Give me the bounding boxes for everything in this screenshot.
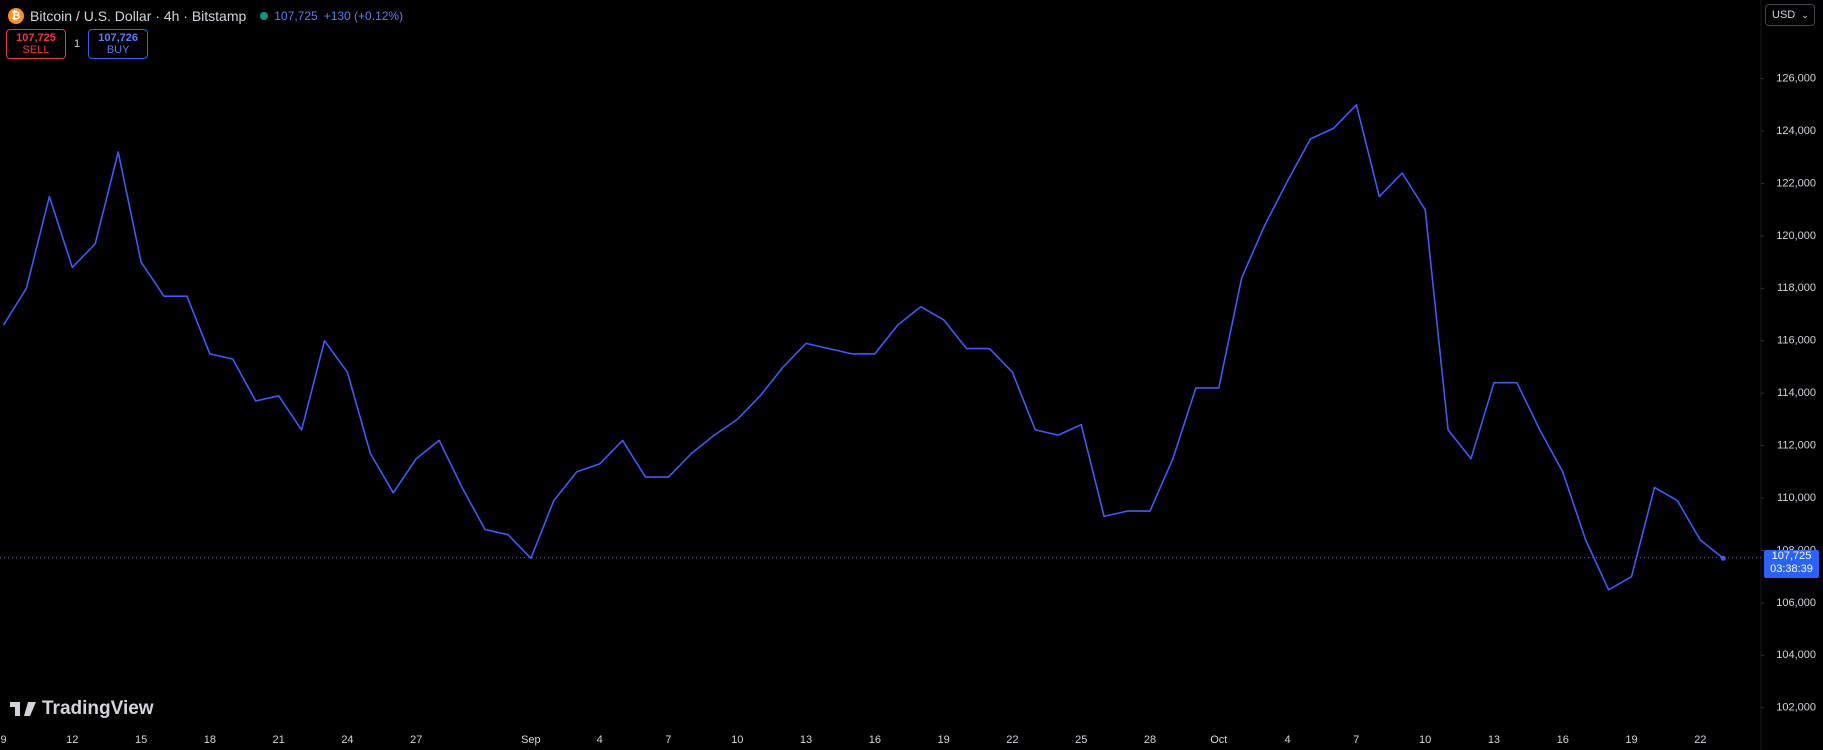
x-tick-label: 19: [1625, 734, 1637, 746]
price-line: [2, 104, 1724, 591]
x-tick-label: Sep: [521, 734, 541, 746]
currency-select[interactable]: USD ⌄: [1765, 4, 1815, 26]
x-tick-label: 13: [1488, 734, 1500, 746]
y-tick-label: 102,000: [1776, 702, 1816, 714]
x-tick-label: 4: [1285, 734, 1291, 746]
x-tick-label: 18: [204, 734, 216, 746]
x-tick-label: 7: [665, 734, 671, 746]
y-tick-label: 118,000: [1777, 282, 1816, 294]
x-tick-label: 28: [1144, 734, 1156, 746]
countdown: 03:38:39: [1770, 562, 1813, 575]
currency: USD: [1772, 9, 1796, 21]
symbol-title[interactable]: Bitcoin / U.S. Dollar · 4h · Bitstamp: [30, 8, 247, 24]
last-price-badge: 107,725 03:38:39: [1764, 549, 1819, 578]
market-status: [260, 12, 269, 20]
trade-panel: 107,725 SELL 1 107,726 BUY: [6, 29, 149, 59]
x-tick-label: 13: [800, 734, 812, 746]
logo-icon: [10, 702, 36, 716]
y-tick-label: 126,000: [1776, 73, 1816, 85]
x-tick-label: 24: [341, 734, 353, 746]
x-tick-label: 10: [1419, 734, 1431, 746]
y-tick-label: 112,000: [1777, 440, 1816, 452]
sell-button[interactable]: 107,725 SELL: [6, 29, 66, 59]
y-tick-label: 110,000: [1777, 492, 1816, 504]
x-tick-label: 22: [1694, 734, 1706, 746]
x-tick-label: 16: [869, 734, 881, 746]
x-tick-label: 22: [1006, 734, 1018, 746]
y-tick-label: 116,000: [1777, 335, 1816, 347]
x-tick-label: 27: [410, 734, 422, 746]
x-tick-label: 4: [597, 734, 603, 746]
y-tick-label: 124,000: [1776, 125, 1816, 137]
x-tick-label: 25: [1075, 734, 1087, 746]
x-tick-label: 19: [938, 734, 950, 746]
watermark-text: TradingView: [42, 698, 154, 719]
x-tick-label: 10: [731, 734, 743, 746]
last-price-label: 107,725: [1771, 549, 1812, 562]
sell-label: SELL: [22, 44, 50, 56]
y-tick-label: 104,000: [1776, 649, 1816, 661]
x-tick-label: Oct: [1210, 734, 1227, 746]
sell-price: 107,725: [16, 32, 56, 44]
x-tick-label: 7: [1353, 734, 1359, 746]
buy-button[interactable]: 107,726 BUY: [88, 29, 149, 59]
x-tick-label: 12: [66, 734, 78, 746]
price-change: +130 (+0.12%): [323, 9, 404, 23]
buy-price: 107,726: [98, 32, 138, 44]
buy-label: BUY: [106, 44, 130, 56]
y-tick-label: 120,000: [1776, 230, 1816, 242]
coin-icon: ₿: [8, 8, 24, 24]
y-tick-label: 114,000: [1777, 387, 1816, 399]
watermark: TradingView: [10, 698, 154, 720]
last-price: 107,725: [274, 9, 318, 23]
y-tick-label: 122,000: [1776, 177, 1816, 189]
x-tick-label: 9: [0, 734, 6, 746]
last-point: [1720, 555, 1726, 561]
x-tick-label: 21: [273, 734, 285, 746]
quantity: 1: [74, 38, 81, 50]
x-tick-label: 15: [135, 734, 147, 746]
header: ₿ Bitcoin / U.S. Dollar · 4h · Bitstamp …: [8, 6, 403, 26]
y-tick-label: 106,000: [1776, 597, 1816, 609]
x-tick-label: 16: [1557, 734, 1569, 746]
